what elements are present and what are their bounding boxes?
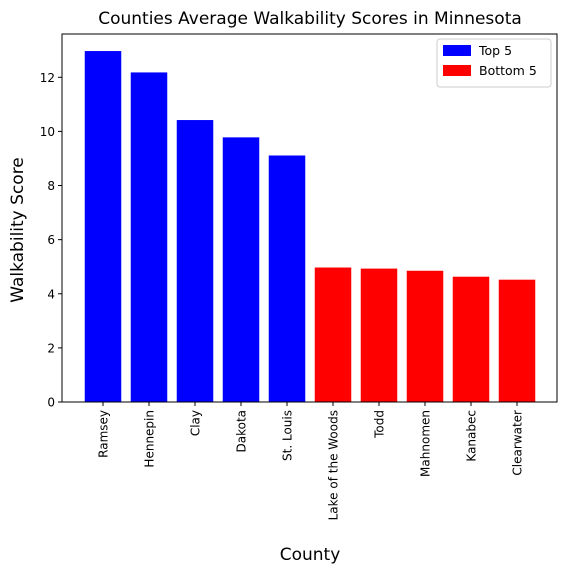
legend-entry: Bottom 5 <box>479 63 537 78</box>
x-tick-label: Todd <box>373 410 387 439</box>
legend-swatch <box>443 65 471 76</box>
bar-todd <box>360 268 398 402</box>
bar-ramsey <box>84 51 122 402</box>
bar-dakota <box>222 137 260 403</box>
y-tick-label: 0 <box>47 396 55 410</box>
y-tick-label: 2 <box>47 341 55 355</box>
x-axis-label: County <box>280 545 341 565</box>
axes-layer: 0 2 4 6 8 10 12 Ramsey Hennepin Clay Dakota St. Lou… <box>40 33 558 520</box>
x-tick-label: Clay <box>189 410 203 436</box>
x-tick-label: Ramsey <box>97 410 111 458</box>
y-tick-label: 8 <box>47 179 55 193</box>
x-tick-label: St. Louis <box>281 410 295 461</box>
plot-frame <box>61 33 558 403</box>
x-tick-label: Hennepin <box>143 410 157 468</box>
x-tick-label: Mahnomen <box>419 410 433 477</box>
y-tick-label: 12 <box>40 71 55 85</box>
legend-entry: Top 5 <box>478 43 512 58</box>
bar-st-louis <box>268 155 306 402</box>
bars-layer <box>84 51 536 403</box>
bar-hennepin <box>130 72 168 403</box>
x-tick-label: Clearwater <box>511 410 525 476</box>
chart-title: Counties Average Walkability Scores in M… <box>98 9 522 29</box>
bar-kanabec <box>452 276 490 402</box>
x-tick-label: Kanabec <box>465 410 479 462</box>
y-tick-label: 10 <box>40 125 55 139</box>
y-tick-label: 6 <box>47 233 55 247</box>
x-tick-label: Lake of the Woods <box>327 410 341 520</box>
y-tick-label: 4 <box>47 287 55 301</box>
bar-clearwater <box>498 279 536 402</box>
bar-clay <box>176 120 214 402</box>
bar-lake-of-the-woods <box>314 267 352 402</box>
y-axis-label: Walkability Score <box>8 157 28 303</box>
legend-swatch <box>443 45 471 56</box>
legend: Top 5 Bottom 5 <box>436 38 552 88</box>
bar-mahnomen <box>406 270 444 402</box>
x-tick-label: Dakota <box>235 410 249 453</box>
